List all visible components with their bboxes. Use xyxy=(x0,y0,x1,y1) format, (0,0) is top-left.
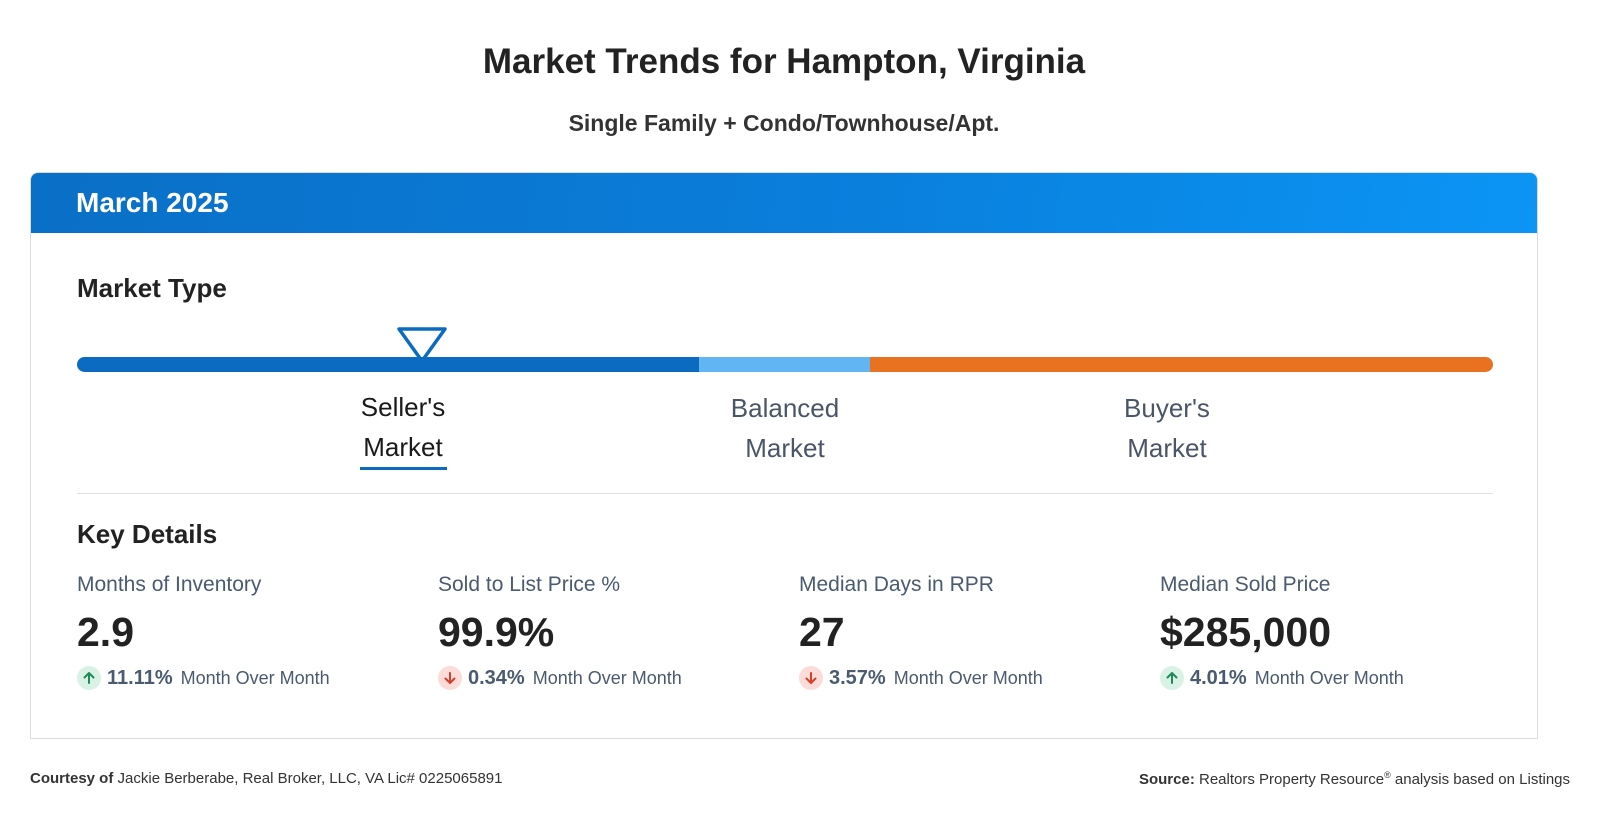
section-divider xyxy=(77,493,1493,494)
arrow-down-icon xyxy=(438,666,462,690)
buyer-market-label: Buyer's Market xyxy=(1124,393,1210,463)
page-subtitle: Single Family + Condo/Townhouse/Apt. xyxy=(568,110,1000,136)
metric-change: 3.57% Month Over Month xyxy=(799,666,1139,690)
source-text: analysis based on Listings xyxy=(1394,771,1570,788)
change-percent: 0.34% xyxy=(468,666,525,689)
change-period: Month Over Month xyxy=(532,667,682,688)
change-percent: 4.01% xyxy=(1190,666,1247,689)
market-type-bar xyxy=(77,357,1493,372)
period-label: March 2025 xyxy=(76,187,229,218)
change-percent: 11.11% xyxy=(107,666,173,689)
metric-change: 0.34% Month Over Month xyxy=(438,666,778,690)
change-period: Month Over Month xyxy=(1254,667,1404,688)
metric-value: $285,000 xyxy=(1160,609,1332,655)
seller-market-label: Seller's Market xyxy=(360,392,446,462)
courtesy-label: Courtesy of xyxy=(30,770,114,787)
metric-value: 99.9% xyxy=(438,609,555,655)
source-note: Source: Realtors Property Resource® anal… xyxy=(1139,770,1570,788)
seller-market-segment xyxy=(77,357,699,372)
key-details-heading: Key Details xyxy=(77,519,218,549)
market-indicator-icon xyxy=(397,327,447,363)
arrow-down-icon xyxy=(799,666,823,690)
buyer-market-segment xyxy=(870,357,1493,372)
page-title: Market Trends for Hampton, Virginia xyxy=(482,42,1086,81)
market-card: March 2025 Market Type Seller's Market B… xyxy=(30,172,1538,739)
card-header: March 2025 xyxy=(31,173,1537,233)
metric-label: Median Days in RPR xyxy=(799,573,994,596)
metric-months-of-inventory: Months of Inventory 2.9 11.11% Month Ove… xyxy=(77,573,417,690)
change-period: Month Over Month xyxy=(180,667,330,688)
registered-mark: ® xyxy=(1384,770,1391,780)
courtesy-note: Courtesy of Jackie Berberabe, Real Broke… xyxy=(30,770,502,787)
market-type-heading: Market Type xyxy=(77,273,227,303)
metric-value: 27 xyxy=(799,609,845,655)
balanced-market-segment xyxy=(699,357,870,372)
metric-label: Sold to List Price % xyxy=(438,573,621,596)
arrow-up-icon xyxy=(1160,666,1184,690)
metric-change: 4.01% Month Over Month xyxy=(1160,666,1500,690)
metric-median-sold-price: Median Sold Price $285,000 4.01% Month O… xyxy=(1160,573,1500,690)
change-percent: 3.57% xyxy=(829,666,886,689)
metric-change: 11.11% Month Over Month xyxy=(77,666,417,690)
metric-median-days-in-rpr: Median Days in RPR 27 3.57% Month Over M… xyxy=(799,573,1139,690)
active-market-underline xyxy=(360,467,447,470)
source-name: Realtors Property Resource xyxy=(1199,771,1385,788)
arrow-up-icon xyxy=(77,666,101,690)
metric-sold-to-list-price: Sold to List Price % 99.9% 0.34% Month O… xyxy=(438,573,778,690)
source-label: Source: xyxy=(1138,771,1195,788)
courtesy-text: Jackie Berberabe, Real Broker, LLC, VA L… xyxy=(117,770,503,787)
metric-label: Median Sold Price xyxy=(1160,573,1331,596)
change-period: Month Over Month xyxy=(893,667,1043,688)
balanced-market-label: Balanced Market xyxy=(730,393,840,463)
metric-value: 2.9 xyxy=(77,609,134,655)
metric-label: Months of Inventory xyxy=(77,573,262,596)
